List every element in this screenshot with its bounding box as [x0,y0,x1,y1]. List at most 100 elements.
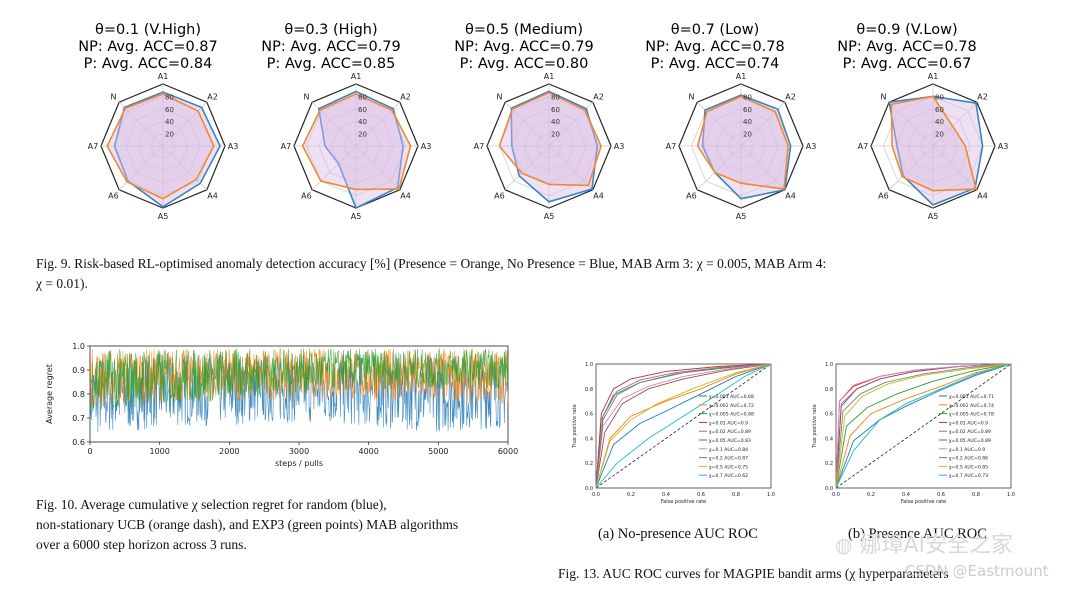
roc-curve [595,363,772,489]
roc-curve [595,363,772,489]
fig10-caption-line2: non-stationary UCB (orange dash), and EX… [36,517,459,532]
regret-series-exp3 [89,348,509,413]
roc-curve [595,363,772,489]
legend-entry: χ=0.001 AUC=0.71 [949,394,994,400]
radar-chart-theta-0.5: 20 40 60 80 A1 A2 A3 A4 A5 A6 A7 N [474,72,625,221]
roc-curve [595,363,772,489]
radar-spoke [355,145,401,191]
radar-spoke [548,145,594,191]
radar-chart-theta-0.9: 20 40 60 80 A1 A2 A3 A4 A5 A6 A7 N [858,72,1009,221]
legend-entry: χ=0.01 AUC=0.9 [949,420,988,426]
legend-entry: χ=0.02 AUC=0.89 [949,429,991,435]
radar-series-p [890,95,977,192]
radar-chart-theta-0.7: 20 40 60 80 A1 A2 A3 A4 A5 A6 A7 N [666,72,817,221]
fig10-caption: Fig. 10. Average cumulative χ selection … [36,495,536,555]
radar-title-block: θ=0.3 (High) NP: Avg. ACC=0.79 P: Avg. A… [231,22,431,73]
radar-axis-label: A1 [736,72,747,81]
y-tick-label: 0.8 [585,387,593,393]
legend-entry: χ=0.5 AUC=0.85 [949,464,988,470]
y-axis-label: Average regret [45,364,54,424]
radar-rtick-label: 20 [551,131,560,139]
radar-axis-label: A2 [207,92,218,101]
legend-entry: χ=0.005 AUC=0.78 [949,412,994,418]
radar-subtitle-p: P: Avg. ACC=0.85 [266,56,396,72]
legend-entry: χ=0.2 AUC=0.86 [949,456,988,462]
x-tick-label: 0.8 [972,492,980,498]
radar-axis-label: A6 [686,192,697,201]
legend-entry: χ=0.002 AUC=0.72 [709,403,754,409]
radar-axis-label: A1 [158,72,169,81]
fig9-caption-line2: χ = 0.01). [36,276,88,291]
roc-curve [835,363,1012,489]
x-axis-label: False positive rate [661,499,707,505]
radar-axis-label: A6 [301,192,312,201]
y-tick-label: 0.6 [825,412,833,418]
x-tick-label: 0.4 [662,492,670,498]
radar-spoke [504,145,550,191]
legend-entry: χ=0.05 AUC=0.89 [949,438,991,444]
legend-entry: χ=0.01 AUC=0.9 [709,420,748,426]
x-tick-label: 1.0 [767,492,775,498]
y-tick-label: 0.4 [825,436,833,442]
legend-entry: χ=0.005 AUC=0.88 [709,412,754,418]
fig9-caption: Fig. 9. Risk-based RL-optimised anomaly … [36,254,1056,294]
radar-rtick-label: 60 [743,106,752,114]
radar-subtitle-p: P: Avg. ACC=0.80 [459,56,589,72]
roc-curve [595,363,772,489]
radar-title-block: θ=0.7 (Low) NP: Avg. ACC=0.78 P: Avg. AC… [615,22,815,73]
radar-axis-label: A2 [785,92,796,101]
radar-spoke [932,145,978,191]
radar-title: θ=0.5 (Medium) [465,22,583,38]
radar-rtick-label: 60 [358,106,367,114]
radar-title-block: θ=0.9 (V.Low) NP: Avg. ACC=0.78 P: Avg. … [807,22,1007,73]
radar-axis-label: A4 [785,192,796,201]
fig10-caption-line3: over a 6000 step horizon across 3 runs. [36,537,247,552]
radar-rtick-label: 20 [935,131,944,139]
x-tick-label: 0.6 [937,492,945,498]
x-tick-label: 0.6 [697,492,705,498]
radar-series-p [106,93,215,200]
x-tick-label: 4000 [358,447,378,456]
legend-entry: χ=0.001 AUC=0.68 [709,394,754,400]
y-tick-label: 1.0 [825,362,833,368]
radar-axis-label: A4 [207,192,218,201]
radar-series-p [301,93,412,191]
x-axis-label: False positive rate [901,499,947,505]
radar-axis-label: A3 [228,142,239,151]
y-tick-label: 0.9 [72,366,85,375]
roc-curve [835,363,1012,489]
radar-axis-label: A3 [998,142,1009,151]
radar-axis-label: A5 [351,212,362,221]
radar-axis-label: A5 [928,212,939,221]
roc-curve [835,363,1012,489]
x-axis-label: steps / pulls [275,459,323,468]
wechat-icon: ◍ [835,533,853,557]
radar-axis-label: N [303,92,309,101]
roc-curve [835,363,1012,489]
radar-title-block: θ=0.5 (Medium) NP: Avg. ACC=0.79 P: Avg.… [424,22,624,73]
x-tick-label: 0 [87,447,92,456]
y-tick-label: 0.4 [585,436,593,442]
radar-axis-label: A6 [108,192,119,201]
y-tick-label: 0.8 [72,390,85,399]
radar-spoke [888,145,934,191]
legend-entry: χ=0.2 AUC=0.87 [709,456,748,462]
y-tick-label: 0.0 [585,486,593,492]
watermark-csdn: CSDN @Eastmount [905,562,1049,580]
radar-subtitle-p: P: Avg. ACC=0.84 [83,56,213,72]
radar-axis-label: A7 [474,142,485,151]
legend-entry: χ=0.7 AUC=0.62 [709,473,748,479]
radar-rtick-label: 80 [551,93,560,101]
roc-curve [835,363,1012,489]
chance-diagonal [595,363,772,489]
radar-spoke [740,145,786,191]
y-tick-label: 0.0 [825,486,833,492]
y-tick-label: 1.0 [72,342,85,351]
x-tick-label: 6000 [498,447,518,456]
x-tick-label: 1000 [149,447,169,456]
radar-subtitle-p: P: Avg. ACC=0.67 [842,56,972,72]
radar-axis-label: A3 [614,142,625,151]
radar-axis-label: A5 [736,212,747,221]
radar-axis-label: A6 [494,192,505,201]
x-tick-label: 0.2 [627,492,635,498]
